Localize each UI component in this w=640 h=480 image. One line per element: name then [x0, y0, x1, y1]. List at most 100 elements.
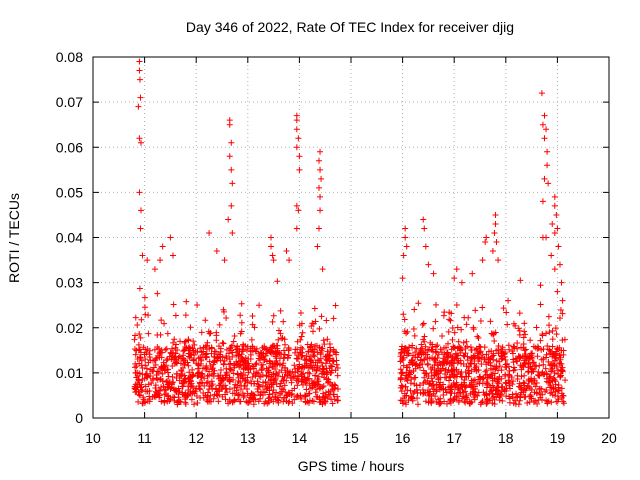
data-point: [190, 371, 197, 378]
data-point: [278, 385, 285, 392]
data-point: [180, 378, 187, 385]
data-point: [265, 395, 272, 402]
data-point: [474, 392, 481, 399]
data-point: [298, 320, 305, 327]
data-point: [325, 378, 332, 385]
data-point: [446, 398, 453, 405]
data-point: [269, 381, 276, 388]
data-point: [239, 375, 246, 382]
data-point: [291, 362, 298, 369]
data-point: [406, 344, 413, 351]
data-point: [204, 373, 211, 380]
data-point: [532, 397, 539, 404]
data-point: [482, 239, 489, 246]
data-point: [450, 380, 457, 387]
data-points: [131, 58, 569, 408]
data-point: [457, 349, 464, 356]
data-point: [142, 383, 149, 390]
data-point: [449, 324, 456, 331]
data-point: [229, 399, 236, 406]
data-point: [263, 383, 270, 390]
data-point: [479, 351, 486, 358]
data-point: [156, 394, 163, 401]
data-point: [530, 343, 537, 350]
data-point: [439, 333, 446, 340]
data-point: [402, 225, 409, 232]
data-point: [443, 353, 450, 360]
data-point: [551, 193, 558, 200]
y-tick-label: 0.03: [56, 275, 83, 291]
data-point: [227, 366, 234, 373]
data-point: [270, 387, 277, 394]
data-point: [180, 365, 187, 372]
data-point: [275, 394, 282, 401]
data-point: [269, 318, 276, 325]
data-point: [492, 211, 499, 218]
data-point: [154, 368, 161, 375]
data-point: [329, 363, 336, 370]
data-point: [513, 358, 520, 365]
data-point: [178, 368, 185, 375]
data-point: [295, 207, 302, 214]
data-point: [164, 366, 171, 373]
data-point: [323, 356, 330, 363]
data-point: [136, 189, 143, 196]
data-point: [528, 369, 535, 376]
data-point: [166, 353, 173, 360]
data-point: [244, 399, 251, 406]
data-point: [455, 338, 462, 345]
data-point: [202, 317, 209, 324]
data-point: [270, 398, 277, 405]
data-point: [208, 350, 215, 357]
data-point: [560, 398, 567, 405]
data-point: [414, 390, 421, 397]
data-point: [314, 349, 321, 356]
data-point: [173, 358, 180, 365]
data-point: [541, 135, 548, 142]
data-point: [437, 374, 444, 381]
data-point: [136, 346, 143, 353]
data-point: [425, 392, 432, 399]
data-point: [135, 103, 142, 110]
data-point: [256, 373, 263, 380]
data-point: [450, 372, 457, 379]
data-point: [397, 358, 404, 365]
data-point: [240, 366, 247, 373]
data-point: [203, 342, 210, 349]
data-point: [450, 396, 457, 403]
data-point: [216, 382, 223, 389]
data-point: [239, 348, 246, 355]
data-point: [138, 357, 145, 364]
data-point: [248, 336, 255, 343]
data-point: [546, 346, 553, 353]
data-point: [535, 368, 542, 375]
data-point: [470, 391, 477, 398]
data-point: [411, 332, 418, 339]
data-point: [199, 365, 206, 372]
data-point: [529, 350, 536, 357]
data-point: [306, 397, 313, 404]
data-point: [331, 384, 338, 391]
data-point: [534, 353, 541, 360]
data-point: [219, 339, 226, 346]
data-point: [411, 306, 418, 313]
data-point: [281, 351, 288, 358]
data-point: [502, 363, 509, 370]
chart-title: Day 346 of 2022, Rate Of TEC Index for r…: [186, 19, 514, 35]
data-point: [219, 385, 226, 392]
data-point: [483, 351, 490, 358]
data-point: [231, 333, 238, 340]
data-point: [399, 400, 406, 407]
data-point: [170, 385, 177, 392]
data-point: [319, 266, 326, 273]
data-point: [489, 400, 496, 407]
data-point: [478, 399, 485, 406]
data-point: [309, 377, 316, 384]
x-tick-label: 19: [550, 430, 566, 446]
data-point: [203, 354, 210, 361]
data-point: [506, 399, 513, 406]
data-point: [510, 356, 517, 363]
data-point: [483, 400, 490, 407]
data-point: [453, 266, 460, 273]
data-point: [214, 388, 221, 395]
